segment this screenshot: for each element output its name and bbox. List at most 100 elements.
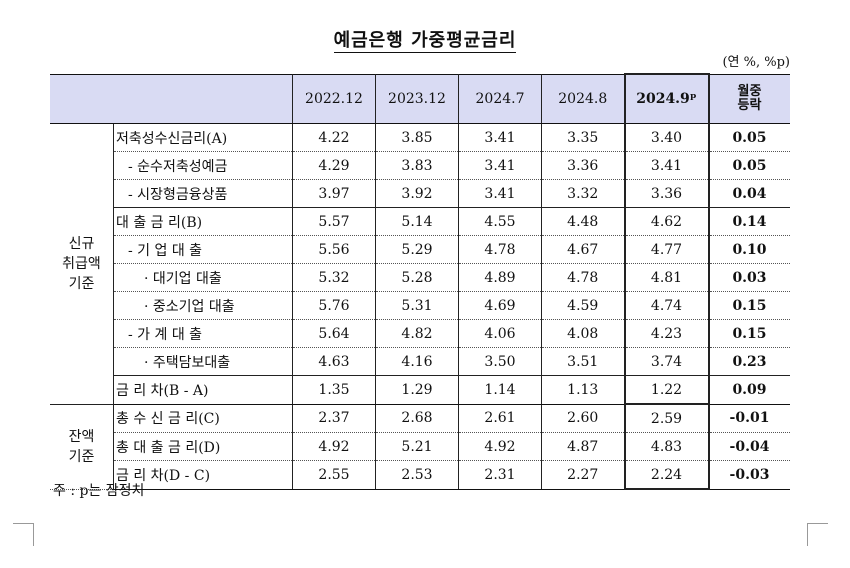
rate-cell: 3.97 [292, 179, 376, 208]
row-label: 저축성수신금리(A) [113, 123, 293, 152]
column-header: 2022.12 [292, 73, 376, 124]
header-blank [50, 73, 293, 124]
rate-cell: 4.69 [458, 291, 542, 320]
rate-cell: 4.62 [623, 207, 710, 236]
rate-cell: 1.29 [375, 375, 459, 405]
rate-cell: 4.23 [623, 319, 710, 348]
row-label: - 시장형금융상품 [113, 179, 293, 208]
row-label: · 주택담보대출 [113, 347, 293, 376]
rate-cell: 5.64 [292, 319, 376, 348]
rate-cell: 4.82 [375, 319, 459, 348]
column-header-current: 2024.9ᵖ [623, 73, 710, 124]
rate-cell: 3.41 [458, 151, 542, 180]
rate-cell: 5.32 [292, 263, 376, 292]
group-label-balance: 잔액 기준 [50, 403, 114, 490]
rate-cell: 2.31 [458, 460, 542, 490]
rate-cell: 2.55 [292, 460, 376, 490]
rate-cell: 2.68 [375, 403, 459, 433]
change-cell: 0.03 [708, 263, 790, 292]
rate-cell: 2.59 [623, 403, 710, 433]
rate-cell: 4.48 [541, 207, 625, 236]
rate-cell: 4.74 [623, 291, 710, 320]
change-cell: 0.05 [708, 123, 790, 152]
rate-cell: 3.35 [541, 123, 625, 152]
table-row: - 순수저축성예금 4.29 3.83 3.41 3.36 3.41 0.05 [50, 151, 790, 180]
rate-cell: 2.53 [375, 460, 459, 490]
row-label: - 순수저축성예금 [113, 151, 293, 180]
row-label: - 가 계 대 출 [113, 319, 293, 348]
rate-cell: 3.50 [458, 347, 542, 376]
rate-cell: 3.74 [623, 347, 710, 376]
rate-cell: 3.41 [458, 179, 542, 208]
page-corner-mark [13, 523, 34, 546]
rate-cell: 4.83 [623, 432, 710, 461]
document-title: 예금은행 가중평균금리 [333, 30, 517, 53]
rate-cell: 3.32 [541, 179, 625, 208]
rate-cell: 1.35 [292, 375, 376, 405]
rate-cell: 4.63 [292, 347, 376, 376]
change-cell: 0.09 [708, 375, 790, 405]
change-cell: -0.01 [708, 403, 790, 433]
row-label: 금 리 차(B - A) [113, 375, 293, 405]
rate-cell: 4.92 [292, 432, 376, 461]
row-label: · 중소기업 대출 [113, 291, 293, 320]
table-row: · 대기업 대출 5.32 5.28 4.89 4.78 4.81 0.03 [50, 263, 790, 292]
table-row: · 주택담보대출 4.63 4.16 3.50 3.51 3.74 0.23 [50, 347, 790, 376]
table-row: · 중소기업 대출 5.76 5.31 4.69 4.59 4.74 0.15 [50, 291, 790, 320]
table-row: 신규 취급액 기준 저축성수신금리(A) 4.22 3.85 3.41 3.35 3.40 0… [50, 123, 790, 405]
change-cell: 0.15 [708, 291, 790, 320]
rate-cell: 1.14 [458, 375, 542, 405]
rate-cell: 4.77 [623, 235, 710, 264]
rate-cell: 3.36 [541, 151, 625, 180]
row-label: 대 출 금 리(B) [113, 207, 293, 236]
column-header: 2023.12 [375, 73, 459, 124]
table-row: 잔액 기준 총 수 신 금 리(C) 2.37 2.68 2.61 2.60 2.59 -0.… [50, 403, 790, 490]
rate-cell: 3.92 [375, 179, 459, 208]
rate-cell: 2.24 [623, 460, 710, 490]
rate-cell: 4.78 [458, 235, 542, 264]
row-label: 금 리 차(D - C) [113, 460, 293, 490]
rate-cell: 2.37 [292, 403, 376, 433]
rate-cell: 3.41 [458, 123, 542, 152]
rate-cell: 4.29 [292, 151, 376, 180]
rate-cell: 4.81 [623, 263, 710, 292]
column-header: 2024.7 [458, 73, 542, 124]
table-row: 금 리 차(D - C) 2.55 2.53 2.31 2.27 2.24 -0.03 [50, 460, 790, 490]
rate-cell: 4.59 [541, 291, 625, 320]
change-cell: 0.10 [708, 235, 790, 264]
change-cell: 0.14 [708, 207, 790, 236]
unit-label: (연 %, %p) [722, 55, 790, 70]
change-cell: 0.05 [708, 151, 790, 180]
change-cell: -0.04 [708, 432, 790, 461]
rate-cell: 4.16 [375, 347, 459, 376]
rate-cell: 5.56 [292, 235, 376, 264]
rate-cell: 5.14 [375, 207, 459, 236]
page-corner-mark [807, 523, 828, 546]
rate-cell: 4.87 [541, 432, 625, 461]
table-row: 총 대 출 금 리(D) 4.92 5.21 4.92 4.87 4.83 -0.04 [50, 432, 790, 461]
rate-cell: 4.78 [541, 263, 625, 292]
change-cell: 0.04 [708, 179, 790, 208]
rate-cell: 3.85 [375, 123, 459, 152]
rate-cell: 1.22 [623, 375, 710, 405]
row-label: 총 대 출 금 리(D) [113, 432, 293, 461]
rate-cell: 4.92 [458, 432, 542, 461]
rate-cell: 5.21 [375, 432, 459, 461]
rate-cell: 5.29 [375, 235, 459, 264]
column-header: 2024.8 [541, 73, 625, 124]
change-cell: 0.15 [708, 319, 790, 348]
rate-cell: 3.36 [623, 179, 710, 208]
rate-cell: 2.60 [541, 403, 625, 433]
rate-cell: 4.08 [541, 319, 625, 348]
rate-cell: 4.06 [458, 319, 542, 348]
table-row: 금 리 차(B - A) 1.35 1.29 1.14 1.13 1.22 0.09 [50, 375, 790, 405]
rate-cell: 4.55 [458, 207, 542, 236]
rate-cell: 2.27 [541, 460, 625, 490]
row-label: · 대기업 대출 [113, 263, 293, 292]
table-row: 대 출 금 리(B) 5.57 5.14 4.55 4.48 4.62 0.14 [50, 207, 790, 236]
rate-cell: 3.41 [623, 151, 710, 180]
rate-cell: 5.76 [292, 291, 376, 320]
table-row: - 시장형금융상품 3.97 3.92 3.41 3.32 3.36 0.04 [50, 179, 790, 208]
header-row: 2022.12 2023.12 2024.7 2024.8 2024.9ᵖ 월중… [50, 73, 790, 124]
rate-cell: 4.22 [292, 123, 376, 152]
